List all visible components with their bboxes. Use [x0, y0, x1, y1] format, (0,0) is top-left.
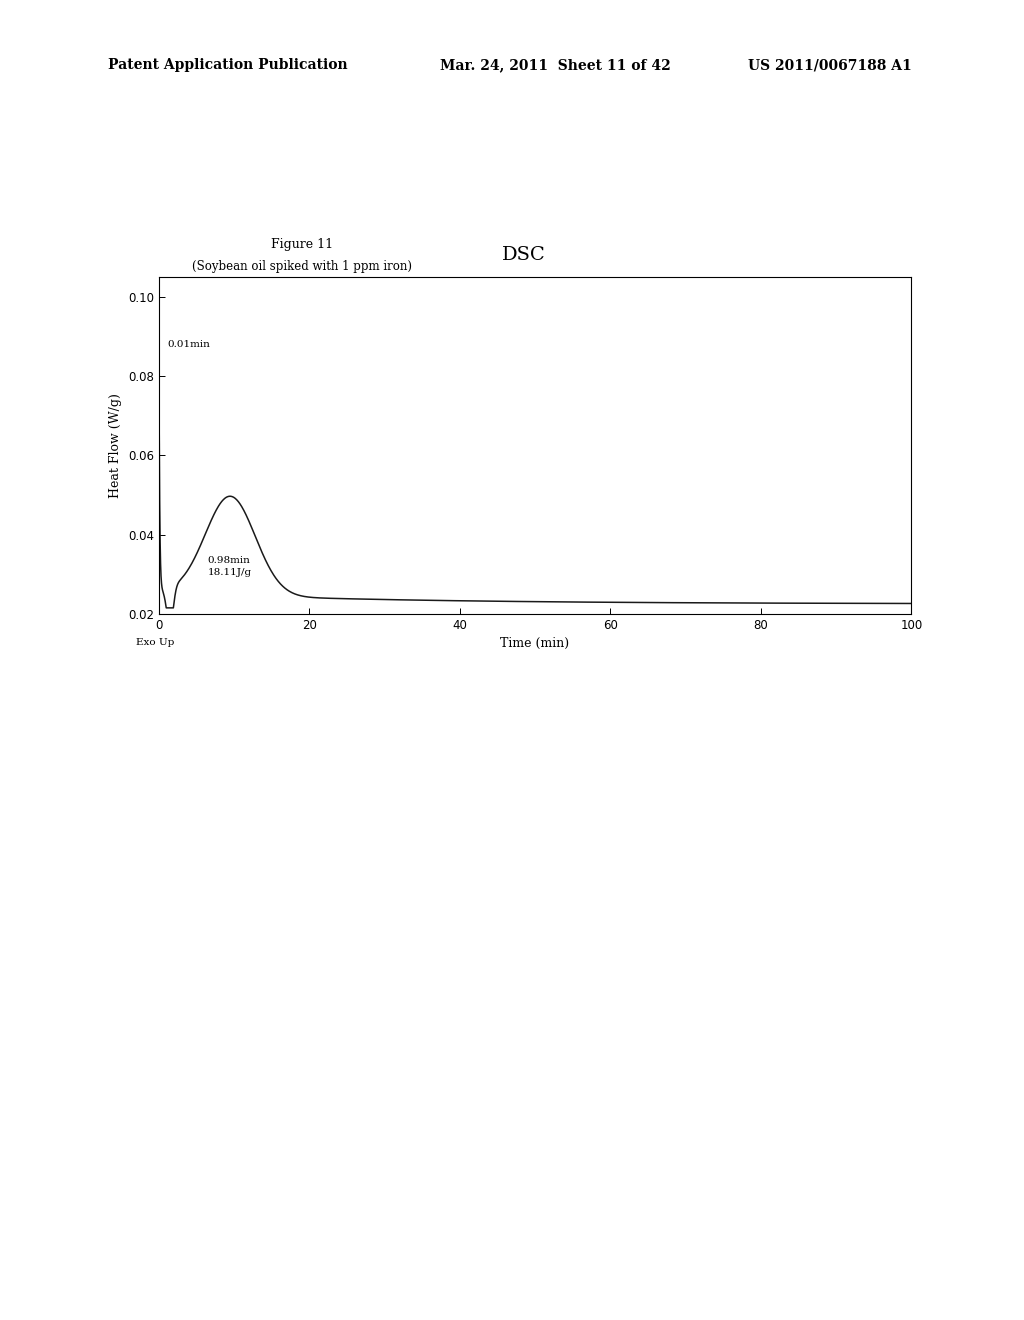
Text: (Soybean oil spiked with 1 ppm iron): (Soybean oil spiked with 1 ppm iron): [193, 260, 412, 273]
Text: US 2011/0067188 A1: US 2011/0067188 A1: [748, 58, 911, 73]
Text: DSC: DSC: [502, 246, 546, 264]
Text: Mar. 24, 2011  Sheet 11 of 42: Mar. 24, 2011 Sheet 11 of 42: [440, 58, 671, 73]
Y-axis label: Heat Flow (W/g): Heat Flow (W/g): [110, 393, 122, 498]
Text: Figure 11: Figure 11: [271, 238, 333, 251]
X-axis label: Time (min): Time (min): [501, 638, 569, 651]
Text: Exo Up: Exo Up: [136, 638, 174, 647]
Text: Patent Application Publication: Patent Application Publication: [108, 58, 347, 73]
Text: 0.01min: 0.01min: [168, 341, 211, 348]
Text: 0.98min
18.11J/g: 0.98min 18.11J/g: [208, 556, 252, 577]
